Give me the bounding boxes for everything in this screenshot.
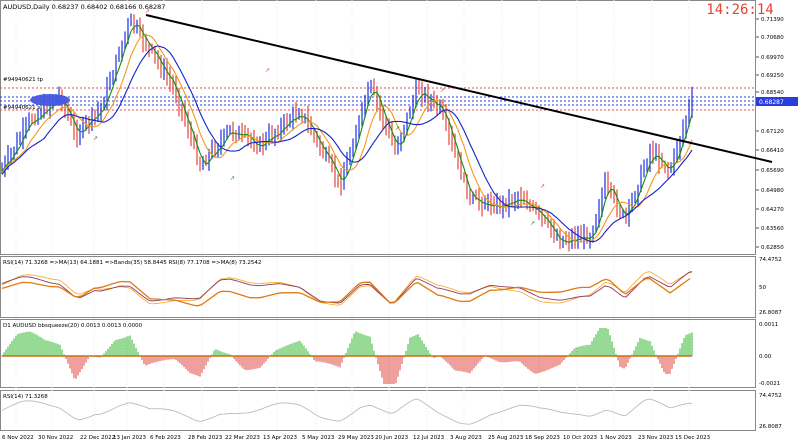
time-tick-label: 10 Oct 2023: [563, 435, 598, 441]
server-clock: 14:26:14: [706, 2, 774, 18]
signal-arrow: ↗: [265, 67, 270, 74]
rsi-lines: [1, 271, 693, 307]
signal-arrow: ↗: [145, 8, 150, 15]
current-price-box: [756, 97, 798, 106]
signal-arrow: ↗: [530, 220, 535, 227]
price-tick-label: 0.66410: [761, 148, 784, 154]
rsi-axis: 74.4752 50 26.8087: [759, 257, 782, 316]
rsi2-line: [1, 398, 693, 425]
position-marker[interactable]: [30, 94, 70, 106]
rsi-line: [1, 271, 693, 306]
time-tick-label: 13 Apr 2023: [263, 435, 298, 441]
rsi-caption: RSI(14) 71.3268 =>MA(13) 64.1881 =>Bands…: [3, 260, 261, 266]
rsi2-caption: RSI(14) 71.3268: [3, 394, 48, 400]
moving-averages: [1, 24, 693, 244]
tp-label: #94940621 tp: [3, 77, 44, 83]
squeeze-tick-label: 0.0011: [759, 322, 778, 328]
time-tick-label: 5 May 2023: [302, 435, 335, 441]
price-tick-label: 0.64270: [761, 207, 784, 213]
current-price: 0.68287: [759, 99, 784, 106]
time-tick-label: 12 Jul 2023: [413, 435, 445, 441]
signal-arrow: ↗: [395, 125, 400, 132]
time-tick-label: 28 Feb 2023: [188, 435, 223, 441]
time-tick-label: 23 Nov 2023: [638, 435, 674, 441]
rsi-band-line: [1, 277, 691, 307]
price-bars: [1, 13, 693, 252]
time-tick-label: 22 Mar 2023: [225, 435, 260, 441]
price-tick-label: 0.69250: [761, 73, 784, 79]
rsi2-tick-label: 74.4752: [759, 393, 782, 399]
sl-label: #94940621 sl: [3, 105, 42, 111]
price-tick-label: 0.71390: [761, 17, 784, 23]
squeeze-tick-label: 0.00: [759, 354, 772, 360]
rsi-tick-label: 50: [759, 285, 766, 291]
squeeze-histogram: [1, 328, 693, 384]
price-tick-label: 0.69970: [761, 55, 784, 61]
rsi-tick-label: 26.8087: [759, 310, 782, 316]
signal-arrow: ↗: [540, 183, 545, 190]
rsi-secondary: [1, 398, 693, 425]
price-tick-label: 0.68540: [761, 90, 784, 96]
rsi2-axis: 74.4752 26.8087: [759, 393, 782, 430]
price-tick-label: 0.65690: [761, 168, 784, 174]
order-levels: [0, 87, 756, 111]
time-tick-label: 3 Aug 2023: [450, 435, 482, 441]
rsi2-tick-label: 26.8087: [759, 424, 782, 430]
time-tick-label: 22 Dec 2022: [80, 435, 115, 441]
squeeze-tick-label: -0.0021: [759, 381, 780, 387]
trend-line[interactable]: [145, 14, 773, 163]
rsi-tick-label: 74.4752: [759, 257, 782, 263]
time-tick-label: 30 Nov 2022: [38, 435, 73, 441]
time-tick-label: 13 Jan 2023: [113, 435, 146, 441]
signal-arrow: ↗: [230, 175, 235, 182]
price-tick-label: 0.70680: [761, 35, 784, 41]
rsi-ma-line: [1, 271, 693, 304]
time-tick-label: 15 Dec 2023: [675, 435, 711, 441]
symbol-info: AUDUSD,Daily 0.68237 0.68402 0.68166 0.6…: [3, 3, 165, 11]
moving-average-line: [1, 24, 693, 244]
price-tick-label: 0.62850: [761, 245, 784, 251]
time-tick-label: 6 Nov 2022: [2, 435, 34, 441]
squeeze-caption: D1 AUDUSD bbsqueeze(20) 0.0013 0.0013 0.…: [3, 323, 143, 329]
panel-frames: [0, 0, 756, 431]
time-tick-label: 25 Aug 2023: [488, 435, 524, 441]
moving-average-line: [1, 34, 693, 243]
price-tick-label: 0.67120: [761, 129, 784, 135]
signal-arrow: ↗: [93, 135, 98, 142]
signal-arrow: ↗: [440, 87, 445, 94]
signal-arrows: ↗ ↗ ↗ ↗ ↗ ↗ ↗ ↗: [93, 8, 545, 227]
moving-average-line: [1, 45, 693, 243]
time-tick-label: 1 Nov 2023: [600, 435, 632, 441]
time-tick-label: 18 Sep 2023: [525, 435, 560, 441]
squeeze-axis: 0.0011 0.00 -0.0021: [759, 322, 780, 387]
time-tick-label: 29 May 2023: [338, 435, 374, 441]
price-tick-label: 0.64980: [761, 188, 784, 194]
time-tick-label: 20 Jun 2023: [375, 435, 409, 441]
price-tick-label: 0.63560: [761, 226, 784, 232]
price-axis: 0.71390 0.70680 0.69970 0.69250 0.68540 0.671…: [756, 17, 784, 251]
time-tick-label: 6 Feb 2023: [150, 435, 181, 441]
